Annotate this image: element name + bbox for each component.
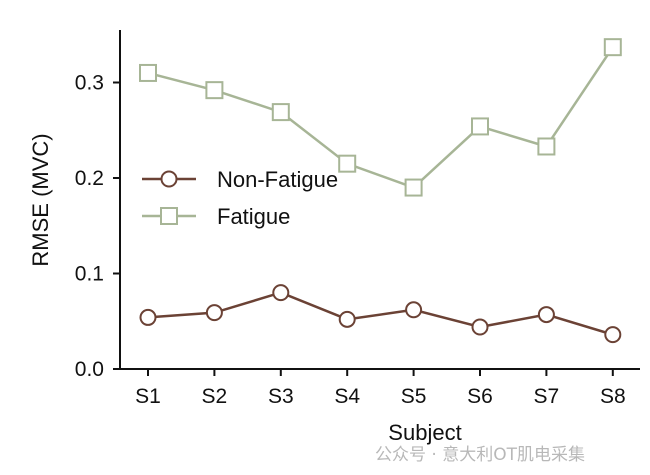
x-axis-label: Subject [388, 420, 461, 445]
data-point [139, 63, 157, 82]
data-point [338, 154, 357, 173]
data-point [405, 301, 423, 319]
data-point [205, 81, 224, 100]
data-point [139, 308, 157, 326]
legend-label: Non-Fatigue [217, 167, 338, 192]
legend-marker [160, 207, 178, 225]
data-point [537, 137, 556, 156]
legend-label: Fatigue [217, 204, 290, 229]
data-point [537, 306, 555, 324]
series-non-fatigue [139, 284, 622, 344]
legend: Non-Fatigue Fatigue [142, 167, 338, 229]
watermark: 公众号 · 意大利OT肌电采集 [375, 445, 585, 465]
x-tick-label: S4 [334, 385, 360, 408]
x-tick-label: S6 [467, 385, 493, 408]
data-point [205, 304, 223, 322]
x-tick-label: S7 [534, 385, 560, 408]
y-tick-label: 0.3 [75, 72, 104, 95]
x-tick-label: S1 [135, 385, 161, 408]
series-line [147, 46, 614, 189]
data-point [272, 284, 290, 302]
x-tick-label: S8 [600, 385, 626, 408]
data-point [603, 38, 622, 57]
y-tick-label: 0.2 [75, 167, 104, 190]
data-point [471, 117, 489, 136]
series-line [147, 291, 614, 336]
data-point [404, 178, 423, 197]
data-point [471, 318, 489, 336]
legend-marker [160, 170, 178, 188]
data-point [338, 310, 356, 328]
y-tick-label: 0.1 [75, 263, 104, 286]
data-point [604, 326, 622, 344]
data-point [271, 103, 290, 122]
x-tick-label: S5 [401, 385, 427, 408]
y-tick-label: 0.0 [75, 358, 104, 381]
x-tick-label: S3 [268, 385, 294, 408]
series-fatigue [139, 38, 622, 197]
y-axis-label: RMSE (MVC) [28, 133, 53, 266]
x-tick-label: S2 [202, 385, 228, 408]
